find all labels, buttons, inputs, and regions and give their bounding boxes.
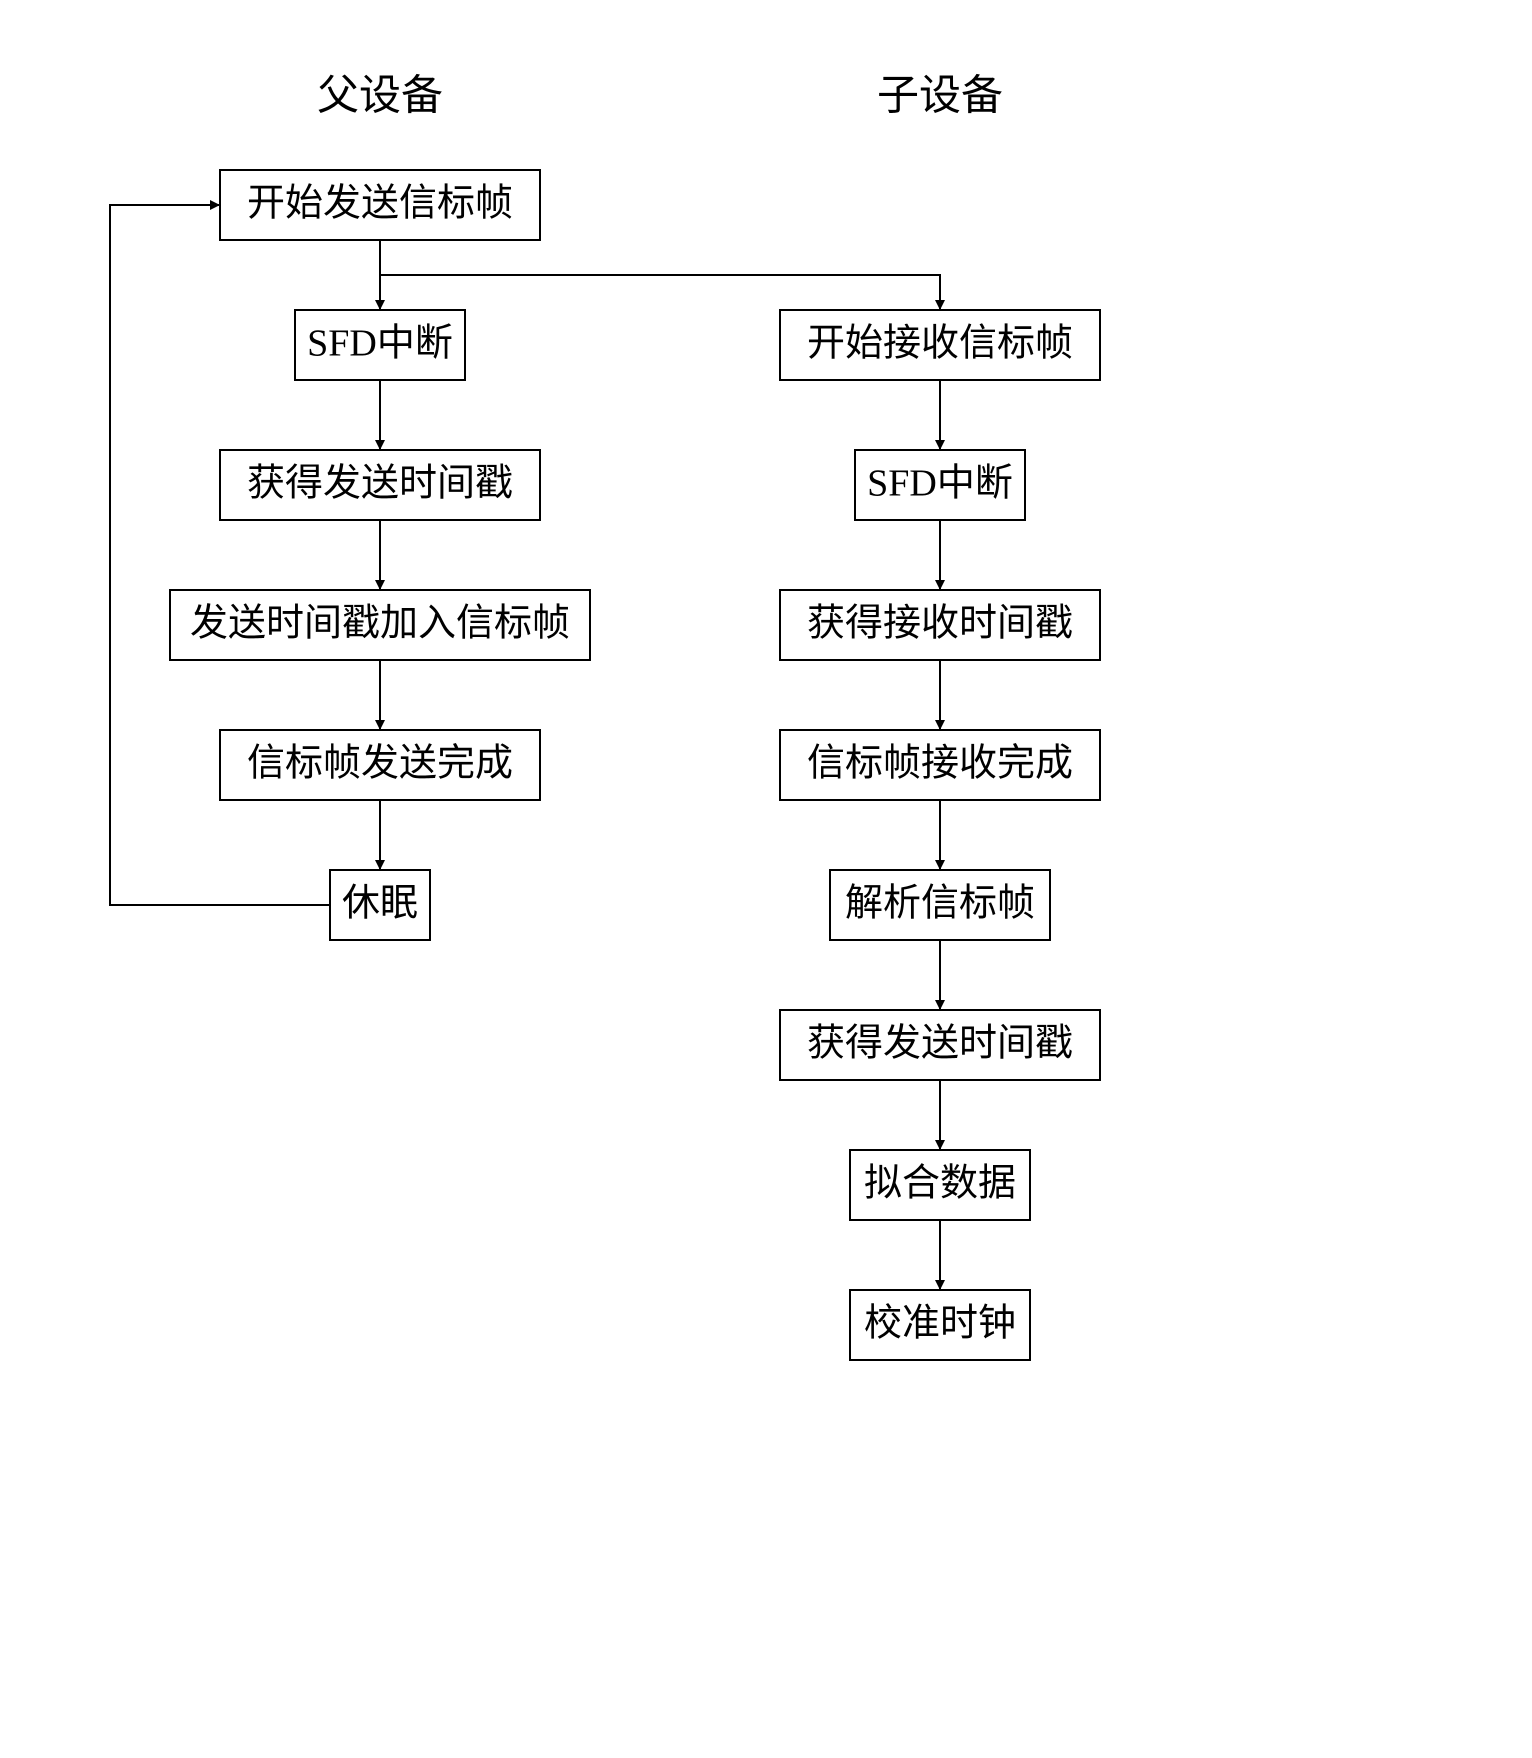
node-c1: 开始接收信标帧 <box>780 310 1100 380</box>
svg-text:获得接收时间戳: 获得接收时间戳 <box>807 603 1073 645</box>
node-c5: 解析信标帧 <box>830 870 1050 940</box>
edge-branch <box>380 240 940 310</box>
node-p5: 信标帧发送完成 <box>220 730 540 800</box>
svg-text:获得发送时间戳: 获得发送时间戳 <box>807 1023 1073 1065</box>
node-p1: 开始发送信标帧 <box>220 170 540 240</box>
node-p2: SFD中断 <box>295 310 465 380</box>
svg-text:休眠: 休眠 <box>342 883 418 925</box>
svg-text:SFD中断: SFD中断 <box>867 463 1013 505</box>
node-p4: 发送时间戳加入信标帧 <box>170 590 590 660</box>
svg-text:开始发送信标帧: 开始发送信标帧 <box>247 183 513 225</box>
node-c4: 信标帧接收完成 <box>780 730 1100 800</box>
svg-text:解析信标帧: 解析信标帧 <box>845 883 1035 925</box>
node-p3: 获得发送时间戳 <box>220 450 540 520</box>
svg-text:发送时间戳加入信标帧: 发送时间戳加入信标帧 <box>190 603 570 645</box>
svg-text:拟合数据: 拟合数据 <box>864 1163 1016 1205</box>
header-parent: 父设备 <box>317 74 443 120</box>
svg-text:校准时钟: 校准时钟 <box>864 1303 1016 1345</box>
svg-text:开始接收信标帧: 开始接收信标帧 <box>807 323 1073 365</box>
node-c8: 校准时钟 <box>850 1290 1030 1360</box>
node-p6: 休眠 <box>330 870 430 940</box>
flowchart-diagram: 开始发送信标帧SFD中断获得发送时间戳发送时间戳加入信标帧信标帧发送完成休眠开始… <box>40 40 1190 1410</box>
header-child: 子设备 <box>877 74 1003 120</box>
svg-text:信标帧接收完成: 信标帧接收完成 <box>807 743 1073 785</box>
node-c7: 拟合数据 <box>850 1150 1030 1220</box>
node-c2: SFD中断 <box>855 450 1025 520</box>
node-c6: 获得发送时间戳 <box>780 1010 1100 1080</box>
node-c3: 获得接收时间戳 <box>780 590 1100 660</box>
svg-text:获得发送时间戳: 获得发送时间戳 <box>247 463 513 505</box>
svg-text:信标帧发送完成: 信标帧发送完成 <box>247 743 513 785</box>
svg-text:SFD中断: SFD中断 <box>307 323 453 365</box>
